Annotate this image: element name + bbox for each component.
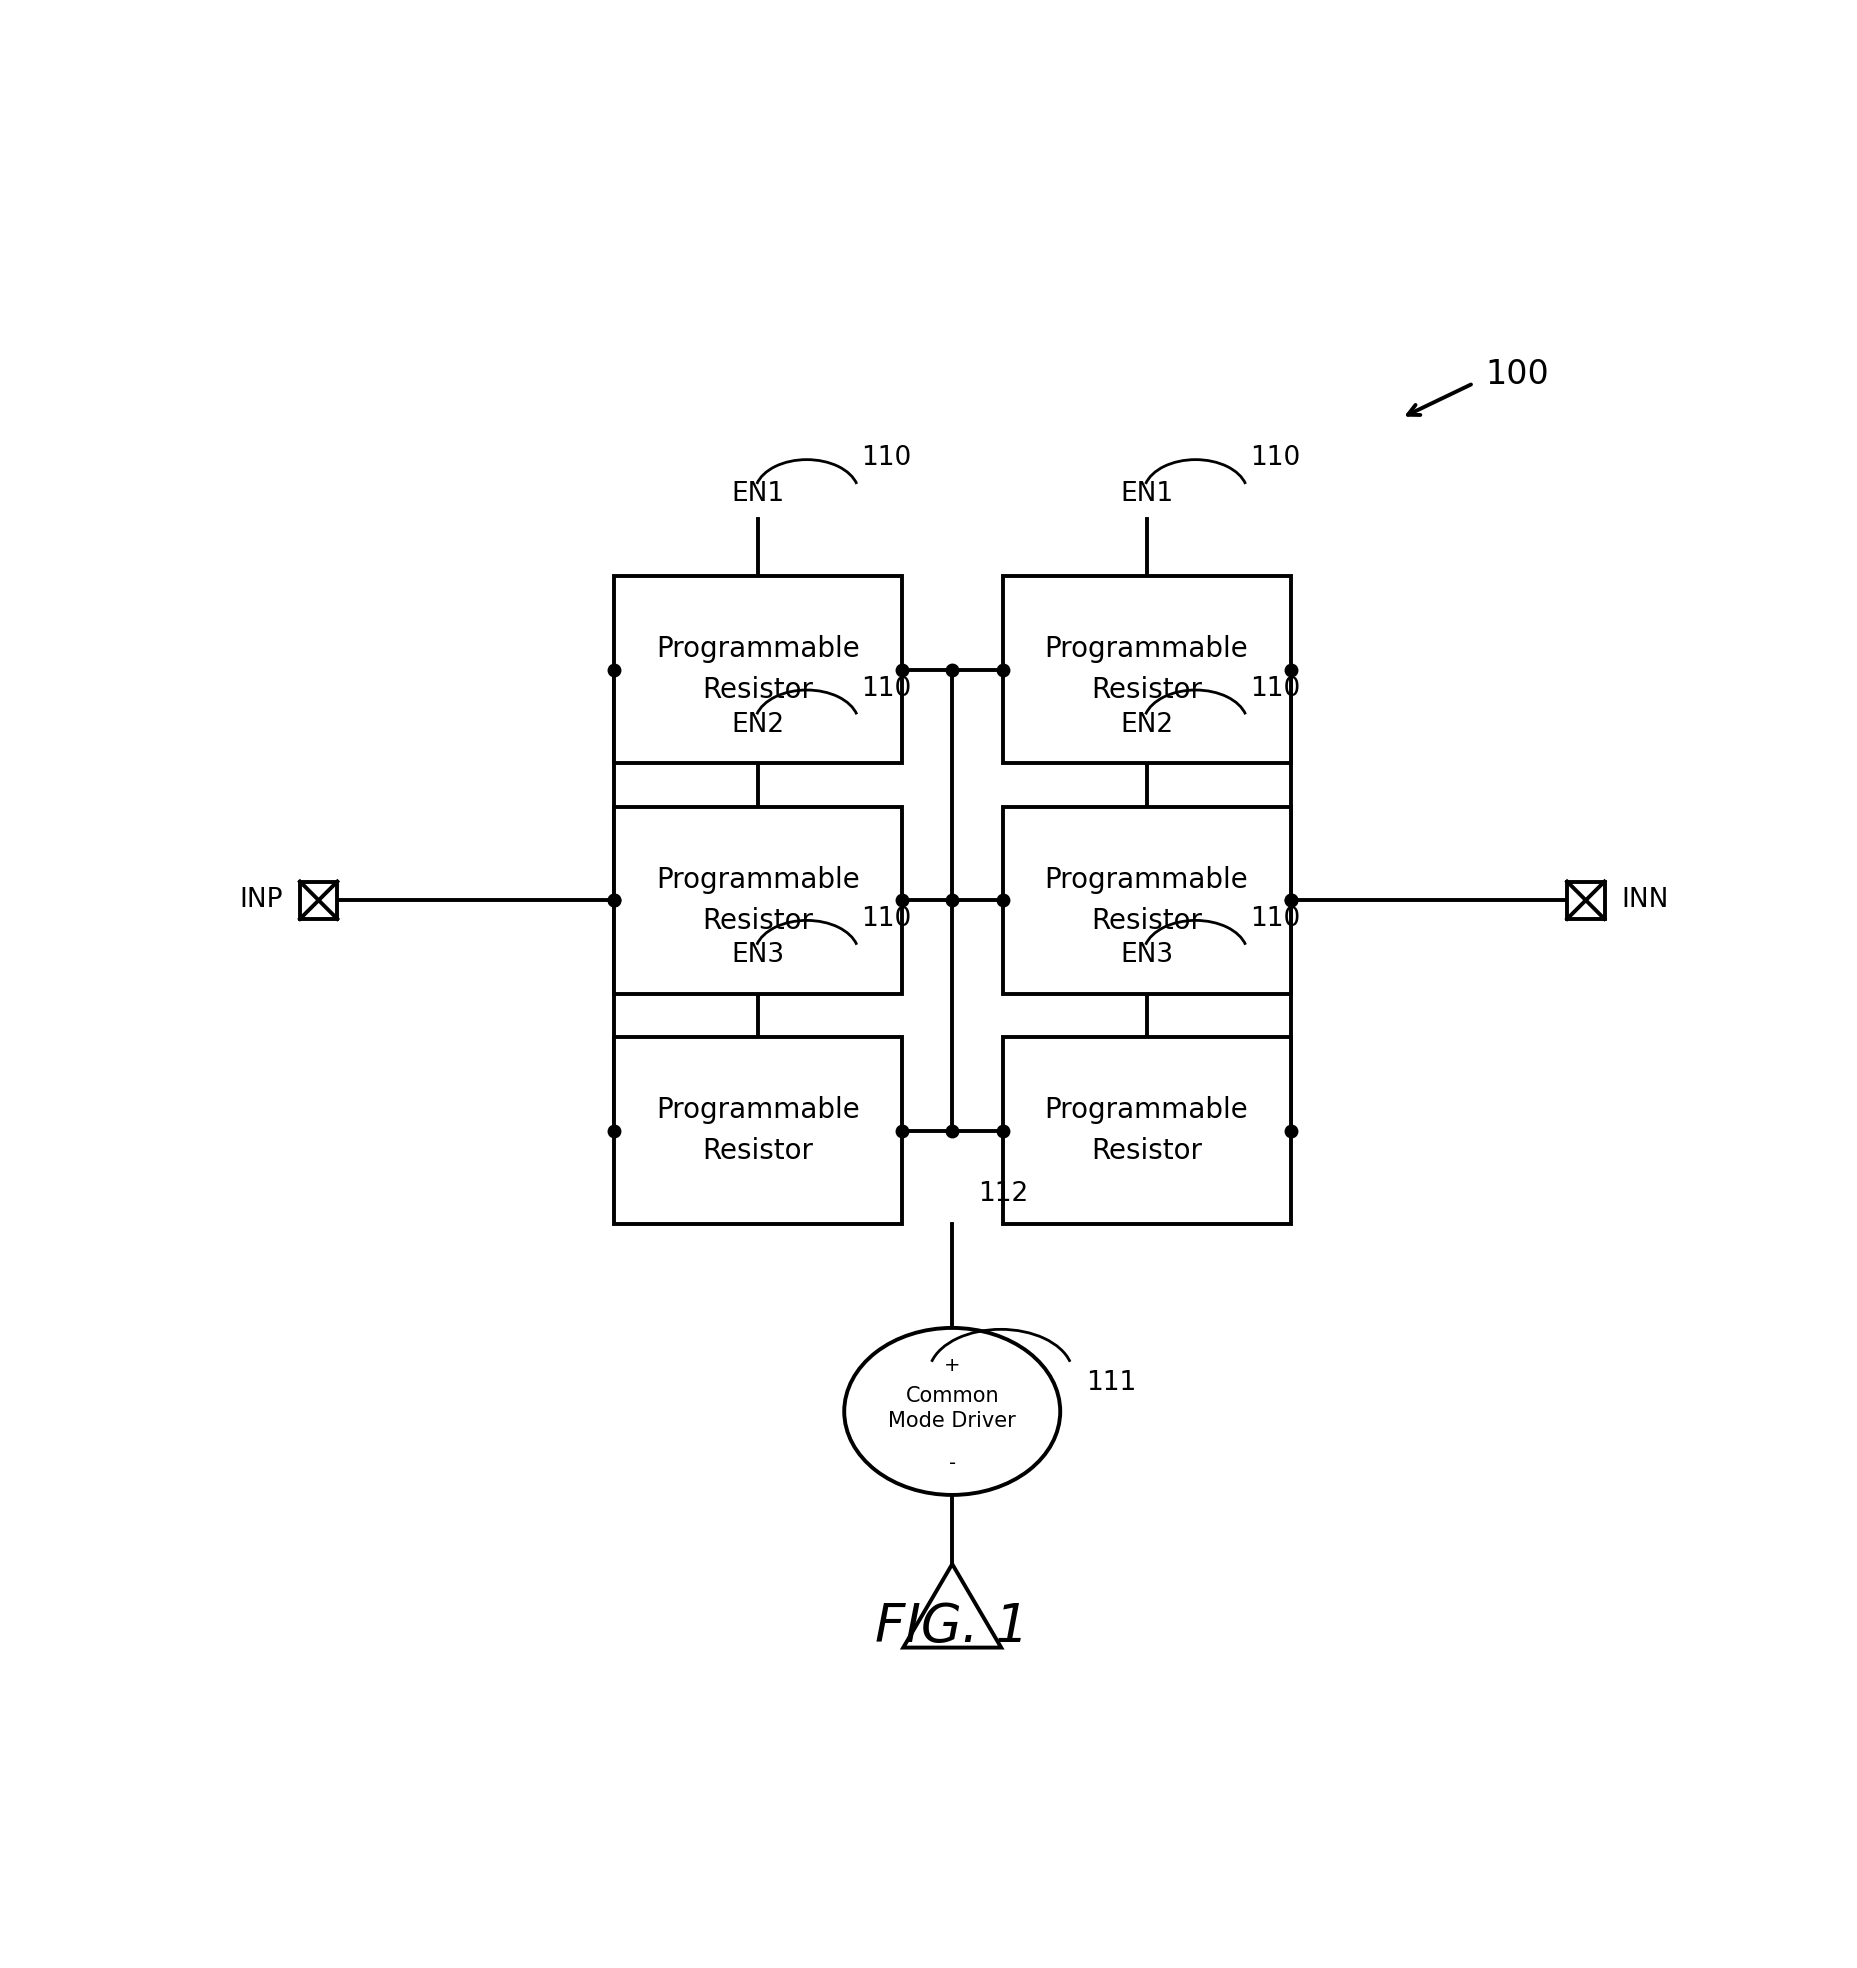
Text: EN3: EN3 [1120, 943, 1172, 968]
Text: Programmable
Resistor: Programmable Resistor [656, 866, 860, 935]
Text: EN2: EN2 [1120, 712, 1172, 738]
Text: Programmable
Resistor: Programmable Resistor [1044, 866, 1248, 935]
Text: +: + [943, 1356, 960, 1376]
Text: INN: INN [1621, 888, 1668, 913]
Text: EN3: EN3 [732, 943, 784, 968]
Bar [299, 882, 338, 919]
Bar [1003, 1037, 1291, 1224]
Text: 111: 111 [1086, 1370, 1136, 1395]
Text: Programmable
Resistor: Programmable Resistor [1044, 1096, 1248, 1165]
Text: 110: 110 [1250, 445, 1300, 470]
Bar [1565, 882, 1604, 919]
Text: EN2: EN2 [732, 712, 784, 738]
Text: EN1: EN1 [732, 480, 784, 508]
Bar [1003, 577, 1291, 764]
Text: -: - [949, 1454, 954, 1472]
Bar [1003, 807, 1291, 994]
Text: 112: 112 [977, 1181, 1027, 1206]
Text: EN1: EN1 [1120, 480, 1172, 508]
Polygon shape [903, 1565, 1001, 1647]
Text: 110: 110 [1250, 675, 1300, 701]
Text: FIG. 1: FIG. 1 [875, 1602, 1029, 1653]
Text: INP: INP [240, 888, 282, 913]
Bar [613, 577, 901, 764]
Text: Common
Mode Driver: Common Mode Driver [888, 1385, 1016, 1431]
Text: 110: 110 [1250, 905, 1300, 933]
Bar [613, 1037, 901, 1224]
Text: 110: 110 [862, 445, 912, 470]
Text: 110: 110 [862, 905, 912, 933]
Text: 110: 110 [862, 675, 912, 701]
Ellipse shape [843, 1328, 1060, 1496]
Text: 100: 100 [1484, 358, 1549, 392]
Text: Programmable
Resistor: Programmable Resistor [656, 636, 860, 705]
Text: Programmable
Resistor: Programmable Resistor [1044, 636, 1248, 705]
Text: Programmable
Resistor: Programmable Resistor [656, 1096, 860, 1165]
Bar [613, 807, 901, 994]
